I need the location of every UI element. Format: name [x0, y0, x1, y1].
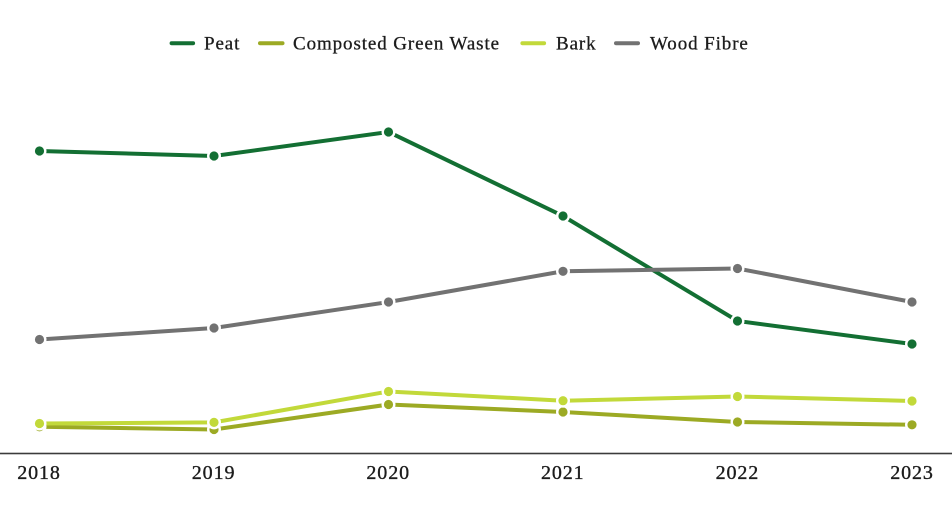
svg-text:Wood Fibre: Wood Fibre	[650, 33, 749, 54]
svg-text:Composted Green Waste: Composted Green Waste	[293, 33, 500, 54]
svg-text:2020: 2020	[366, 462, 410, 484]
svg-text:2021: 2021	[541, 462, 585, 484]
svg-text:2019: 2019	[192, 462, 236, 484]
svg-text:2022: 2022	[716, 462, 760, 484]
svg-text:Peat: Peat	[204, 33, 240, 54]
svg-text:2023: 2023	[890, 462, 934, 484]
svg-text:2018: 2018	[17, 462, 61, 484]
svg-text:Bark: Bark	[556, 33, 597, 54]
